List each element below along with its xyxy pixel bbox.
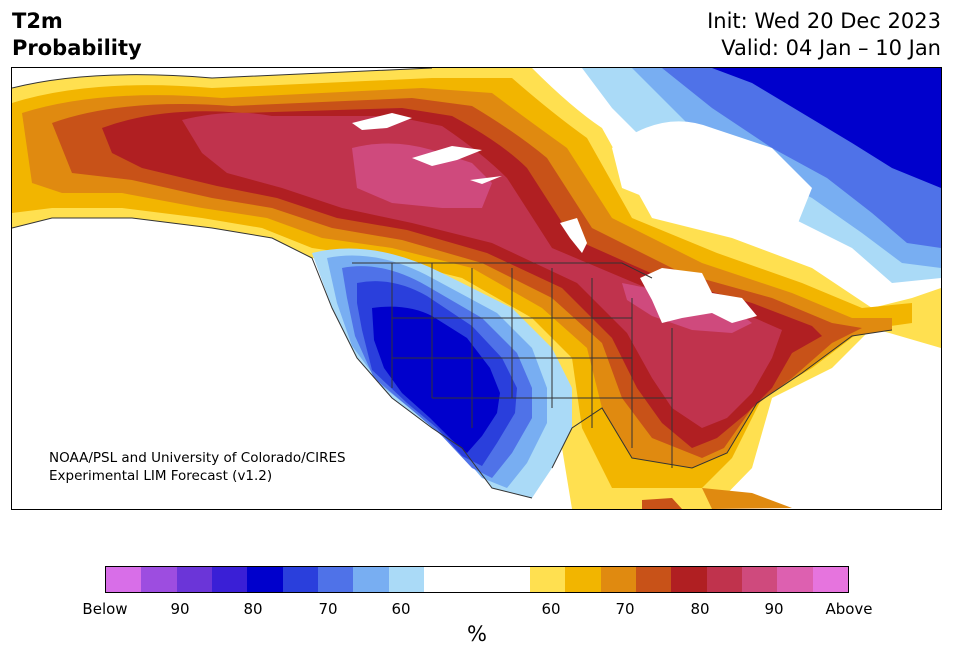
lake-great-bear — [412, 146, 482, 166]
colorbar-swatch — [388, 567, 424, 592]
colorbar-swatch — [211, 567, 248, 592]
colorbar-swatch — [812, 567, 848, 592]
colorbar-swatch — [317, 567, 354, 592]
colorbar-swatch — [741, 567, 778, 592]
colorbar-swatch — [600, 567, 636, 592]
colorbar-tick-label: 80 — [690, 600, 710, 618]
colorbar-tick-label: 90 — [764, 600, 784, 618]
lake-great-slave — [352, 113, 412, 130]
colorbar-swatch — [777, 567, 813, 592]
probability-bands — [12, 68, 941, 509]
band-cold-80 — [372, 306, 500, 453]
forecast-dates: Init: Wed 20 Dec 2023 Valid: 04 Jan – 10… — [707, 8, 941, 62]
colorbar-swatch — [565, 567, 601, 592]
init-date: Init: Wed 20 Dec 2023 — [707, 9, 941, 33]
coastline-outline — [12, 68, 893, 499]
colorbar-swatch — [635, 567, 672, 592]
colorbar-swatch — [423, 567, 530, 592]
borders — [12, 68, 893, 499]
colorbar — [105, 566, 849, 593]
great-lakes — [640, 268, 757, 323]
colorbar-swatch — [706, 567, 742, 592]
colorbar-swatch — [353, 567, 389, 592]
credit-text: NOAA/PSL and University of Colorado/CIRE… — [49, 449, 346, 485]
map-title: T2m Probability — [12, 8, 142, 62]
colorbar-swatch — [141, 567, 177, 592]
lake-winnipeg — [560, 218, 587, 253]
colorbar-swatch — [176, 567, 212, 592]
neutral-hudson — [612, 121, 812, 238]
band-ne-cold-80 — [712, 68, 941, 188]
colorbar-tick-label: 70 — [318, 600, 338, 618]
colorbar-swatch — [529, 567, 566, 592]
colorbar-tick-label: 60 — [391, 600, 411, 618]
band-warm-80 — [102, 108, 822, 448]
forecast-map — [11, 67, 942, 510]
title-line-2: Probability — [12, 36, 142, 60]
colorbar-swatch — [671, 567, 707, 592]
credit-line-2: Experimental LIM Forecast (v1.2) — [49, 468, 273, 484]
colorbar-tick-label: 70 — [615, 600, 635, 618]
colorbar-swatch — [282, 567, 318, 592]
credit-line-1: NOAA/PSL and University of Colorado/CIRE… — [49, 450, 346, 466]
band-warm-85 — [182, 112, 782, 429]
colorbar-tick-label: 90 — [170, 600, 190, 618]
units-label: % — [467, 622, 487, 646]
colorbar-tick-label: 80 — [243, 600, 263, 618]
lakes — [352, 113, 757, 323]
band-caribbean-red — [642, 498, 682, 509]
colorbar-tick-label: Below — [82, 600, 128, 618]
colorbar-tick-label: 60 — [541, 600, 561, 618]
map-svg — [12, 68, 941, 509]
colorbar-swatch — [106, 567, 142, 592]
lake-athabasca — [470, 176, 502, 184]
valid-date: Valid: 04 Jan – 10 Jan — [721, 36, 941, 60]
colorbar-tick-label: Above — [825, 600, 873, 618]
state-lines — [391, 263, 673, 468]
band-caribbean — [702, 488, 792, 509]
title-line-1: T2m — [12, 9, 63, 33]
us-canada-border — [352, 262, 653, 279]
colorbar-swatch — [247, 567, 283, 592]
